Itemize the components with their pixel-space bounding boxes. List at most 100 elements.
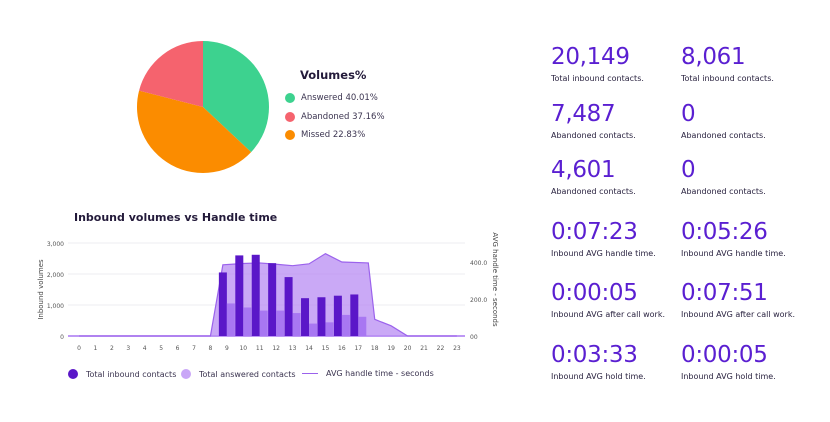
x-tick-label: 1: [94, 345, 98, 352]
legend-dot: [285, 130, 295, 140]
x-tick-label: 20: [404, 345, 412, 352]
stat-card: 0:00:05 Inbound AVG hold time.: [681, 342, 776, 381]
bar-answered: [276, 310, 285, 336]
stat-label: Abandoned contacts.: [681, 131, 766, 140]
y-tick-label: 2,000: [47, 272, 64, 279]
legend-aht: AVG handle time - seconds: [302, 369, 434, 378]
legend-dot: [285, 93, 295, 103]
stat-value: 0:00:05: [551, 280, 638, 306]
bar-inbound: [333, 295, 342, 336]
stat-value: 20,149: [551, 44, 630, 70]
legend-dot: [181, 369, 191, 379]
y-tick-label: 1,000: [47, 303, 64, 310]
x-tick-label: 14: [305, 345, 313, 352]
stat-label: Abandoned contacts.: [551, 187, 636, 196]
x-tick-label: 16: [338, 345, 346, 352]
bar-answered: [341, 314, 350, 336]
stat-card: 8,061 Total inbound contacts.: [681, 44, 774, 83]
bar-answered: [309, 323, 318, 336]
x-tick-label: 8: [209, 345, 213, 352]
stat-label: Inbound AVG handle time.: [681, 249, 786, 258]
pie-legend-title: Volumes%: [300, 68, 367, 82]
bar-inbound: [317, 297, 326, 336]
x-tick-label: 17: [354, 345, 362, 352]
stat-value: 0:00:05: [681, 342, 768, 368]
legend-missed: Missed 22.83%: [285, 130, 365, 140]
stat-label: Inbound AVG handle time.: [551, 249, 656, 258]
combo-chart: 0 1,000 2,000 3,000 400.0 200.0 00 Inbound volu…: [37, 232, 499, 352]
legend-label: Total inbound contacts: [86, 369, 177, 379]
stat-value: 0:05:26: [681, 219, 768, 245]
stat-card: 0:07:23 Inbound AVG handle time.: [551, 219, 656, 258]
stat-value: 7,487: [551, 101, 616, 127]
chart-title: Inbound volumes vs Handle time: [74, 211, 278, 224]
stat-label: Inbound AVG after call work.: [681, 310, 795, 319]
x-tick-label: 2: [110, 345, 114, 352]
stat-label: Abandoned contacts.: [681, 187, 766, 196]
stat-value: 0: [681, 157, 696, 183]
stat-card: 0:07:51 Inbound AVG after call work.: [681, 280, 795, 319]
bar-inbound: [350, 294, 359, 336]
pie-slice-0: [203, 41, 269, 153]
x-tick-label: 19: [387, 345, 395, 352]
x-tick-label: 3: [126, 345, 130, 352]
y-tick-label: 3,000: [47, 241, 64, 248]
bar-inbound: [301, 298, 310, 336]
y2-tick-label: 200.0: [470, 297, 487, 304]
stat-card: 7,487 Abandoned contacts.: [551, 101, 636, 140]
legend-label: Abandoned 37.16%: [301, 112, 385, 122]
stat-value: 8,061: [681, 44, 746, 70]
bar-answered: [259, 310, 268, 336]
y2-tick-label: 00: [470, 334, 478, 341]
y-tick-label: 0: [60, 334, 64, 341]
aht-line: [79, 252, 457, 337]
stat-label: Inbound AVG hold time.: [551, 372, 646, 381]
stat-value: 0:07:23: [551, 219, 638, 245]
legend-label: AVG handle time - seconds: [326, 369, 434, 378]
bar-inbound: [218, 272, 227, 336]
bar-inbound: [284, 277, 293, 336]
stat-card: 0:05:26 Inbound AVG handle time.: [681, 219, 786, 258]
legend-dot: [68, 369, 78, 379]
stat-card: 20,149 Total inbound contacts.: [551, 44, 644, 83]
x-tick-label: 15: [322, 345, 330, 352]
x-tick-label: 5: [159, 345, 163, 352]
bar-answered: [243, 307, 252, 336]
legend-label: Missed 22.83%: [301, 130, 366, 140]
legend-line: [302, 372, 318, 375]
legend-answered: Answered 40.01%: [285, 93, 378, 103]
x-tick-label: 6: [176, 345, 180, 352]
y-axis-label: Inbound volumes: [37, 259, 45, 320]
stat-label: Total inbound contacts.: [551, 74, 644, 83]
aht-area: [79, 253, 457, 336]
legend-answered-contacts: Total answered contacts: [181, 369, 296, 379]
stat-value: 0:03:33: [551, 342, 638, 368]
legend-label: Answered 40.01%: [301, 93, 378, 103]
bar-inbound: [268, 263, 277, 336]
x-tick-label: 4: [143, 345, 147, 352]
x-tick-label: 12: [272, 345, 280, 352]
x-tick-label: 13: [289, 345, 297, 352]
x-tick-label: 18: [371, 345, 379, 352]
pie-slice-2: [137, 90, 252, 174]
legend-inbound: Total inbound contacts: [68, 369, 176, 379]
stat-card: 0 Abandoned contacts.: [681, 157, 766, 196]
legend-abandoned: Abandoned 37.16%: [285, 112, 385, 122]
x-tick-label: 9: [225, 345, 229, 352]
x-tick-label: 10: [239, 345, 247, 352]
stat-card: 0 Abandoned contacts.: [681, 101, 766, 140]
stat-value: 0:07:51: [681, 280, 768, 306]
bar-answered: [358, 316, 367, 336]
stat-card: 0:03:33 Inbound AVG hold time.: [551, 342, 646, 381]
legend-label: Total answered contacts: [199, 369, 296, 379]
bar-answered: [292, 313, 301, 336]
x-tick-label: 7: [192, 345, 196, 352]
bar-inbound: [251, 254, 260, 336]
y2-tick-label: 400.0: [470, 260, 487, 267]
pie-chart: [137, 41, 269, 174]
stat-label: Inbound AVG hold time.: [681, 372, 776, 381]
x-tick-label: 21: [420, 345, 428, 352]
bar-answered: [325, 322, 334, 336]
bar-inbound: [235, 255, 244, 336]
bar-answered: [226, 303, 235, 336]
